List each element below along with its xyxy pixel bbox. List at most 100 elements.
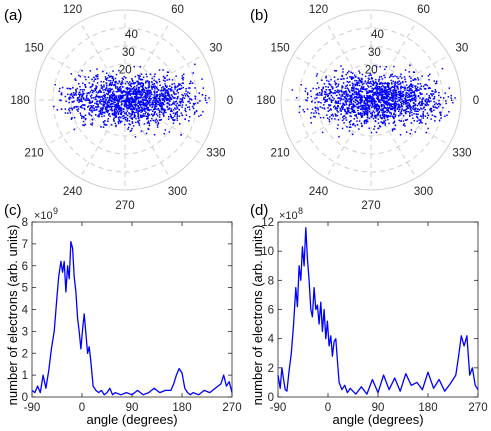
scatter-point [165, 91, 168, 93]
scatter-point [368, 95, 371, 97]
scatter-point [391, 130, 394, 132]
scatter-point [154, 111, 156, 114]
scatter-point [83, 117, 85, 119]
scatter-point [131, 117, 134, 119]
scatter-point [153, 108, 156, 111]
scatter-point [151, 113, 153, 115]
scatter-point [392, 96, 395, 98]
scatter-point [316, 97, 318, 99]
scatter-point [126, 92, 129, 94]
scatter-point [364, 99, 366, 102]
scatter-point [345, 101, 347, 103]
scatter-point [432, 93, 434, 95]
scatter-point [120, 88, 122, 90]
scatter-point [132, 125, 135, 127]
scatter-point [409, 115, 411, 117]
scatter-point [131, 120, 134, 123]
scatter-point [438, 94, 440, 97]
scatter-point [159, 102, 162, 104]
scatter-point [329, 108, 332, 111]
scatter-point [129, 116, 131, 118]
scatter-point [162, 102, 164, 104]
scatter-point [346, 107, 348, 109]
scatter-point [383, 121, 385, 123]
scatter-point [184, 95, 187, 97]
scatter-point [108, 84, 111, 87]
scatter-point [69, 112, 72, 114]
scatter-point [328, 105, 330, 107]
scatter-point [156, 94, 159, 97]
scatter-point [366, 91, 368, 94]
scatter-point [127, 94, 130, 96]
scatter-point [91, 100, 94, 102]
y-tick-label: 0 [22, 392, 28, 404]
scatter-point [151, 77, 153, 80]
scatter-point [353, 104, 356, 106]
scatter-point [396, 85, 399, 88]
scatter-point [414, 95, 417, 98]
scatter-point [175, 86, 177, 88]
scatter-point [352, 84, 354, 86]
scatter-point [60, 108, 63, 110]
scatter-point [391, 85, 394, 88]
scatter-point [405, 99, 407, 101]
scatter-point [160, 106, 163, 108]
scatter-point [119, 112, 122, 114]
scatter-point [409, 105, 411, 107]
scatter-point [117, 102, 119, 105]
scatter-point [138, 122, 140, 124]
scatter-point [382, 103, 384, 106]
scatter-point [111, 81, 113, 84]
scatter-point [169, 88, 172, 91]
scatter-point [128, 123, 130, 125]
scatter-point [97, 92, 99, 94]
scatter-point [354, 98, 357, 101]
scatter-point [112, 79, 114, 82]
scatter-point [412, 86, 414, 88]
scatter-point [371, 106, 373, 109]
exponent-label-d: ×10 [279, 210, 298, 222]
scatter-point [102, 95, 104, 97]
scatter-point [407, 104, 409, 107]
scatter-point [162, 85, 164, 88]
scatter-point [366, 92, 368, 95]
scatter-point [342, 119, 344, 122]
scatter-point [153, 99, 155, 101]
scatter-point [88, 105, 90, 107]
scatter-point [335, 114, 337, 116]
scatter-point [354, 111, 356, 113]
scatter-point [387, 92, 389, 94]
scatter-point [134, 99, 136, 101]
scatter-point [337, 97, 339, 99]
scatter-point [398, 105, 401, 107]
scatter-point [146, 122, 149, 124]
scatter-point [103, 105, 105, 107]
scatter-point [202, 87, 205, 89]
scatter-point [316, 82, 319, 84]
scatter-point [445, 100, 447, 102]
scatter-point [443, 97, 445, 99]
scatter-point [408, 89, 410, 92]
polar-spoke [79, 21, 126, 101]
scatter-point [361, 95, 363, 97]
scatter-point [104, 96, 106, 99]
scatter-point [350, 71, 352, 74]
scatter-point [126, 95, 129, 98]
scatter-point [101, 100, 103, 103]
scatter-point [158, 101, 160, 103]
scatter-point [365, 109, 368, 111]
polar-spoke [124, 99, 204, 146]
scatter-point [190, 98, 192, 100]
scatter-point [176, 102, 178, 105]
scatter-point [125, 104, 127, 106]
scatter-point [96, 86, 98, 88]
scatter-point [355, 87, 357, 90]
scatter-point [164, 129, 167, 131]
scatter-point [172, 112, 175, 114]
scatter-point [156, 124, 159, 126]
scatter-point [138, 76, 140, 79]
scatter-point [122, 94, 124, 97]
scatter-point [110, 105, 112, 108]
scatter-point [354, 99, 357, 101]
scatter-point [377, 122, 380, 124]
